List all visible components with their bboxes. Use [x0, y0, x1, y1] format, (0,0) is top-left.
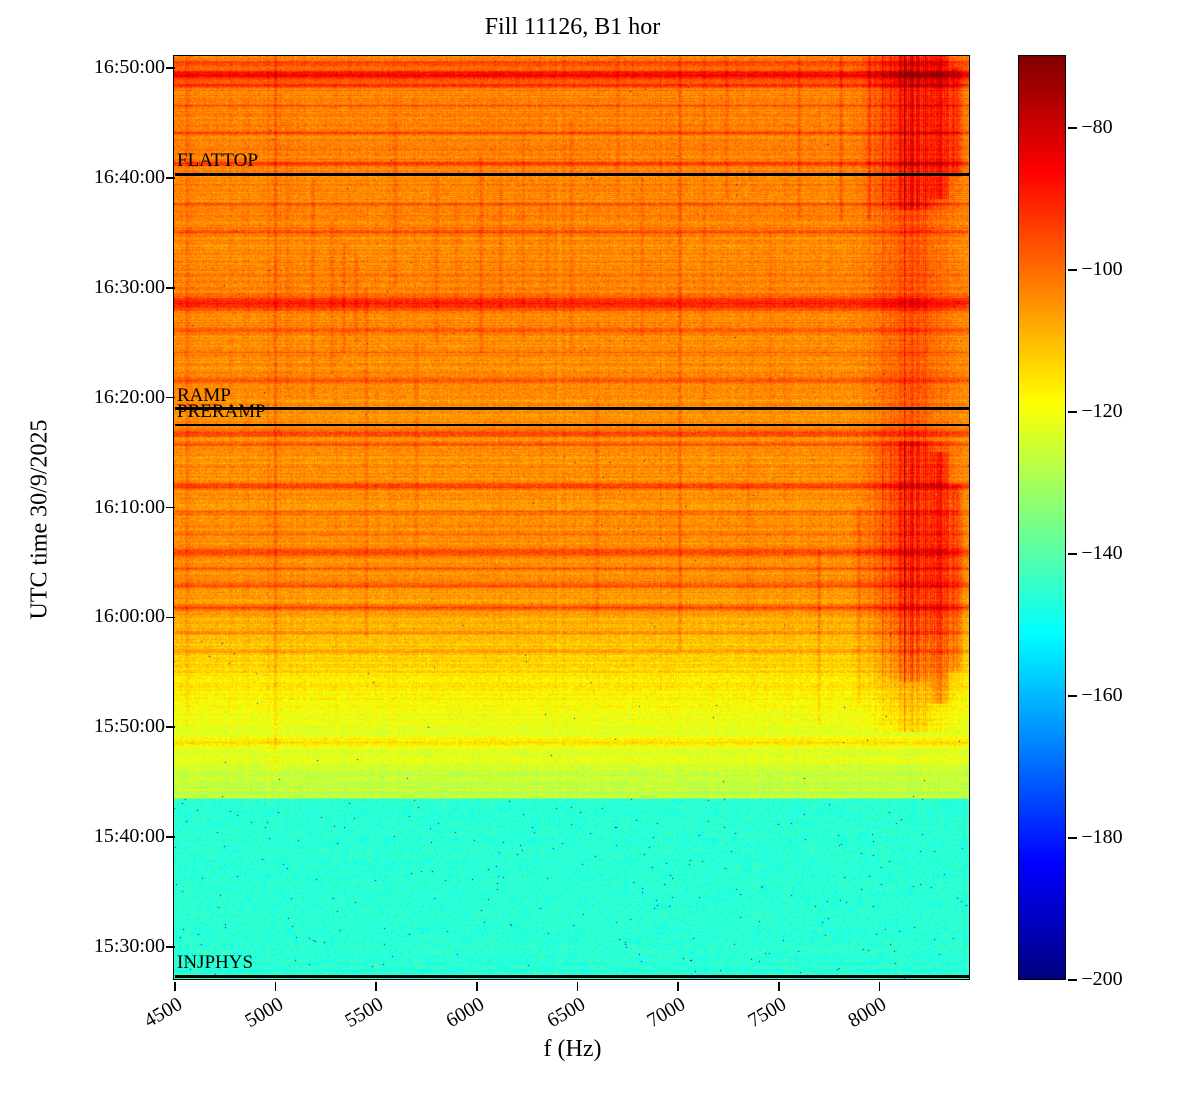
colorbar-tick-mark	[1067, 695, 1077, 697]
colorbar-tick-label: −100	[1081, 258, 1123, 280]
y-tick-mark	[166, 396, 175, 399]
y-tick-mark	[166, 177, 175, 179]
y-tick-label: 16:30:00	[93, 275, 165, 298]
colorbar-tick-label: −200	[1081, 968, 1123, 990]
colorbar-tick-mark	[1067, 837, 1077, 839]
y-tick-mark	[166, 506, 175, 509]
y-tick-mark	[166, 67, 175, 69]
plot-area	[173, 55, 971, 981]
annotation-line-injphys	[175, 975, 970, 978]
annotation-label-preramp: PRERAMP	[177, 401, 266, 423]
colorbar-tick-label: −120	[1081, 400, 1123, 422]
y-tick-mark	[166, 726, 175, 729]
y-tick-label: 16:20:00	[93, 385, 165, 408]
y-tick-mark	[166, 286, 175, 289]
x-tick-mark	[677, 982, 679, 991]
annotation-label-injphys: INJPHYS	[177, 952, 254, 974]
colorbar-tick-mark	[1067, 411, 1077, 413]
colorbar-gradient-canvas	[1019, 56, 1066, 980]
annotation-label-ramp: RAMP	[177, 384, 231, 406]
x-tick-mark	[274, 982, 277, 991]
colorbar-tick-label: −80	[1081, 116, 1113, 138]
y-tick-label: 16:10:00	[93, 495, 165, 518]
y-tick-mark	[166, 616, 175, 619]
y-tick-label: 16:50:00	[93, 55, 165, 78]
colorbar-tick-label: −180	[1081, 826, 1123, 848]
y-tick-label: 16:40:00	[93, 165, 165, 188]
y-axis-label: UTC time 30/9/2025	[26, 419, 53, 620]
x-tick-mark	[174, 982, 176, 991]
colorbar	[1018, 55, 1067, 981]
y-tick-label: 15:40:00	[93, 825, 165, 848]
x-tick-mark	[878, 982, 881, 991]
y-tick-label: 15:50:00	[93, 715, 165, 738]
annotation-line-ramp	[175, 407, 970, 410]
annotation-line-flattop	[175, 172, 970, 176]
x-tick-mark	[777, 982, 780, 991]
x-tick-mark	[476, 982, 478, 991]
y-tick-mark	[166, 946, 175, 948]
y-tick-mark	[166, 836, 175, 838]
chart-title: Fill 11126, B1 hor	[484, 14, 661, 40]
x-tick-mark	[375, 982, 378, 991]
colorbar-tick-mark	[1067, 127, 1077, 129]
colorbar-tick-label: −160	[1081, 684, 1123, 706]
x-axis-label: f (Hz)	[543, 1036, 602, 1062]
colorbar-tick-mark	[1067, 553, 1077, 555]
annotation-line-preramp	[175, 423, 970, 427]
colorbar-tick-label: −140	[1081, 542, 1123, 564]
annotation-label-flattop: FLATTOP	[177, 150, 258, 172]
colorbar-tick-mark	[1067, 269, 1077, 271]
y-tick-label: 16:00:00	[93, 605, 165, 628]
x-tick-mark	[576, 982, 579, 991]
y-tick-label: 15:30:00	[93, 935, 165, 958]
spectrogram-heatmap-canvas	[174, 56, 970, 980]
colorbar-tick-mark	[1067, 979, 1077, 981]
